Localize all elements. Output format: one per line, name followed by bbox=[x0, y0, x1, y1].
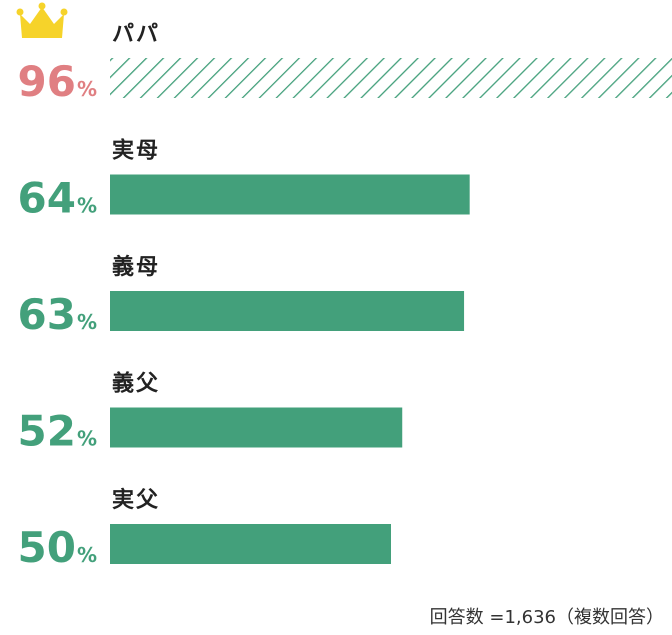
sample-size-footnote: 回答数 =1,636（複数回答） bbox=[429, 607, 664, 628]
crown-jewel-icon bbox=[38, 2, 46, 10]
bar-highlight bbox=[110, 58, 672, 98]
value-label: 63% bbox=[18, 290, 98, 339]
bar bbox=[110, 291, 465, 331]
category-label: 実父 bbox=[112, 487, 160, 513]
bar bbox=[110, 407, 403, 448]
category-label: 実母 bbox=[112, 138, 160, 164]
crown-jewel-icon bbox=[60, 8, 68, 16]
bar bbox=[110, 174, 470, 215]
category-label: 義父 bbox=[112, 371, 160, 397]
crown-jewel-icon bbox=[16, 8, 24, 16]
value-label: 96% bbox=[18, 57, 98, 106]
category-label: パパ bbox=[112, 22, 160, 47]
bar bbox=[110, 524, 391, 564]
crown-icon bbox=[20, 7, 64, 38]
category-label: 義母 bbox=[112, 254, 160, 280]
value-label: 52% bbox=[18, 407, 98, 456]
value-label: 50% bbox=[18, 523, 98, 572]
value-label: 64% bbox=[18, 174, 98, 223]
